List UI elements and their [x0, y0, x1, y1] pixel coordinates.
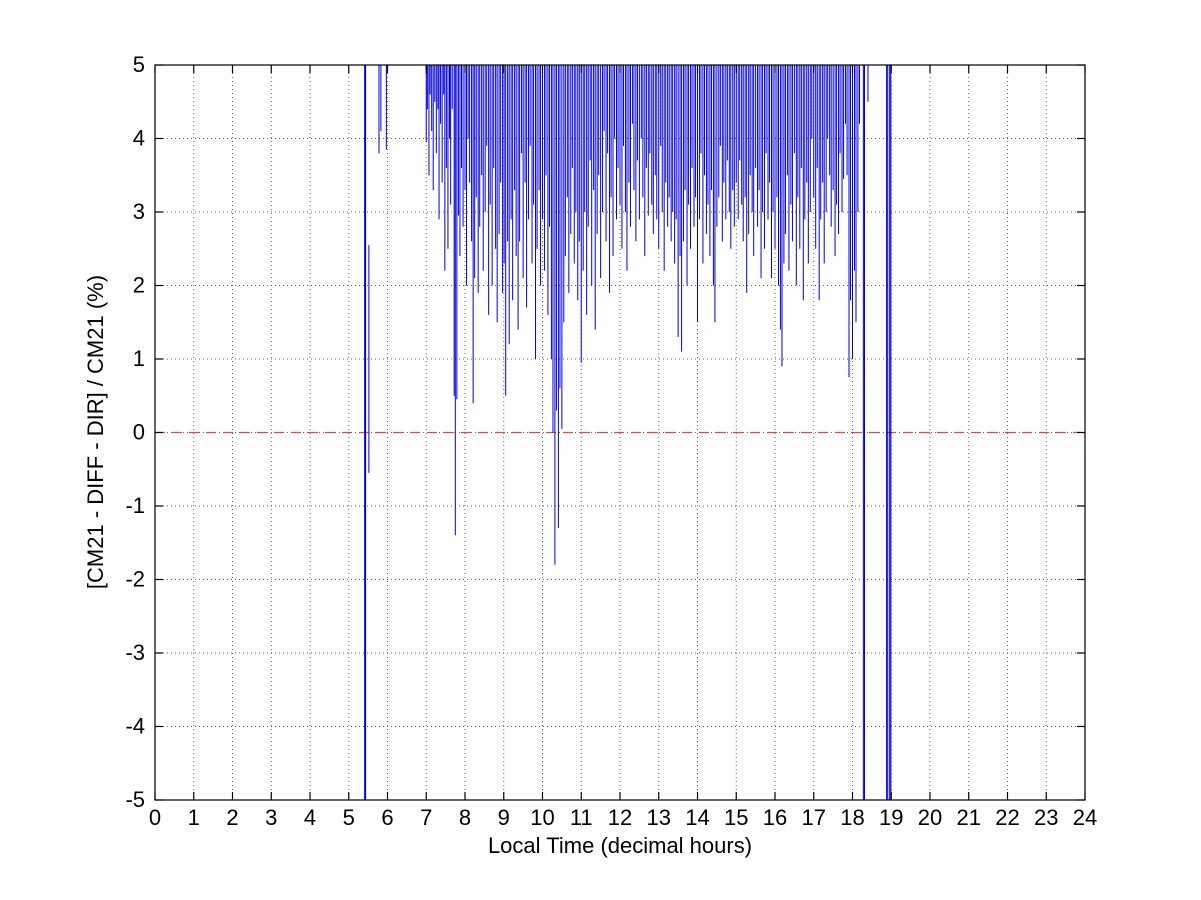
x-tick-label: 15	[724, 805, 748, 830]
y-tick-label: 2	[133, 273, 145, 298]
x-tick-label: 13	[647, 805, 671, 830]
x-tick-label: 23	[1034, 805, 1058, 830]
x-tick-label: 8	[459, 805, 471, 830]
x-tick-label: 2	[226, 805, 238, 830]
x-tick-label: 9	[498, 805, 510, 830]
y-tick-label: -3	[125, 640, 145, 665]
x-tick-label: 10	[530, 805, 554, 830]
x-tick-label: 4	[304, 805, 316, 830]
x-tick-label: 19	[879, 805, 903, 830]
x-tick-label: 5	[343, 805, 355, 830]
x-tick-label: 12	[608, 805, 632, 830]
y-tick-label: 0	[133, 420, 145, 445]
y-tick-label: -2	[125, 567, 145, 592]
y-tick-label: 3	[133, 199, 145, 224]
x-tick-label: 20	[918, 805, 942, 830]
x-tick-label: 21	[957, 805, 981, 830]
x-tick-label: 1	[188, 805, 200, 830]
y-tick-label: 1	[133, 346, 145, 371]
y-tick-label: 4	[133, 126, 145, 151]
x-tick-label: 6	[381, 805, 393, 830]
x-tick-label: 14	[685, 805, 709, 830]
x-tick-label: 24	[1073, 805, 1097, 830]
x-tick-label: 16	[763, 805, 787, 830]
x-tick-label: 11	[570, 805, 593, 830]
x-tick-label: 0	[149, 805, 161, 830]
x-tick-label: 18	[840, 805, 864, 830]
y-tick-label: -1	[125, 493, 145, 518]
x-tick-label: 3	[265, 805, 277, 830]
y-tick-label: -4	[125, 714, 145, 739]
x-tick-label: 22	[995, 805, 1019, 830]
y-tick-label: -5	[125, 787, 145, 812]
x-tick-label: 17	[802, 805, 826, 830]
data-series-line	[364, 65, 892, 800]
y-tick-label: 5	[133, 52, 145, 77]
x-axis-label: Local Time (decimal hours)	[487, 833, 753, 858]
y-axis-label: [CM21 - DIFF - DIR] / CM21 (%)	[83, 274, 108, 590]
x-tick-label: 7	[420, 805, 432, 830]
